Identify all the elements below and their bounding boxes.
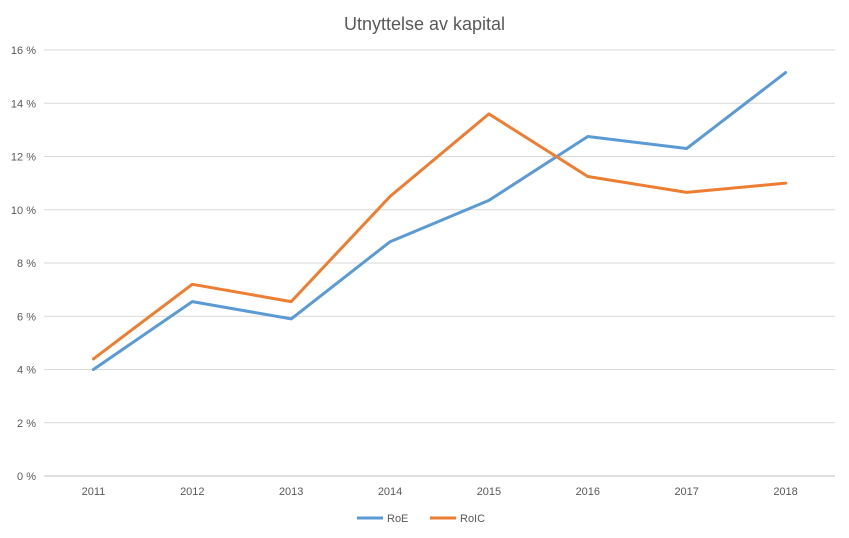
- x-tick-label: 2017: [674, 486, 698, 498]
- x-tick-label: 2011: [82, 486, 106, 498]
- x-tick-label: 2012: [180, 486, 204, 498]
- x-tick-label: 2016: [576, 486, 600, 498]
- x-tick-label: 2014: [378, 486, 402, 498]
- y-tick-label: 10 %: [11, 205, 36, 217]
- x-tick-label: 2013: [279, 486, 303, 498]
- data-point-roe: [191, 300, 194, 303]
- data-point-roic: [92, 357, 95, 360]
- data-point-roic: [191, 283, 194, 286]
- data-point-roe: [685, 147, 688, 150]
- series-line-roe: [91, 71, 788, 371]
- data-point-roe: [389, 240, 392, 243]
- y-tick-label: 0 %: [17, 471, 36, 483]
- y-tick-label: 2 %: [17, 418, 36, 430]
- series-line-roic: [91, 112, 788, 361]
- legend-label-roe: RoE: [387, 513, 408, 525]
- data-point-roic: [586, 175, 589, 178]
- data-point-roe: [487, 199, 490, 202]
- data-point-roe: [290, 317, 293, 320]
- data-point-roe: [784, 71, 787, 74]
- data-point-roic: [389, 195, 392, 198]
- chart-title: Utnyttelse av kapital: [343, 14, 506, 34]
- y-tick-label: 6 %: [17, 311, 36, 323]
- data-point-roic: [290, 300, 293, 303]
- y-tick-label: 14 %: [11, 98, 36, 110]
- data-point-roic: [784, 182, 787, 185]
- data-point-roic: [685, 191, 688, 194]
- data-point-roe: [586, 135, 589, 138]
- y-tick-label: 8 %: [17, 258, 36, 270]
- y-tick-label: 4 %: [17, 365, 36, 377]
- y-tick-label: 12 %: [11, 152, 36, 164]
- data-point-roic: [487, 112, 490, 115]
- x-tick-label: 2015: [477, 486, 501, 498]
- x-tick-label: 2018: [773, 486, 797, 498]
- data-point-roe: [92, 368, 95, 371]
- y-tick-label: 16 %: [11, 45, 36, 57]
- legend-label-roic: RoIC: [460, 513, 485, 525]
